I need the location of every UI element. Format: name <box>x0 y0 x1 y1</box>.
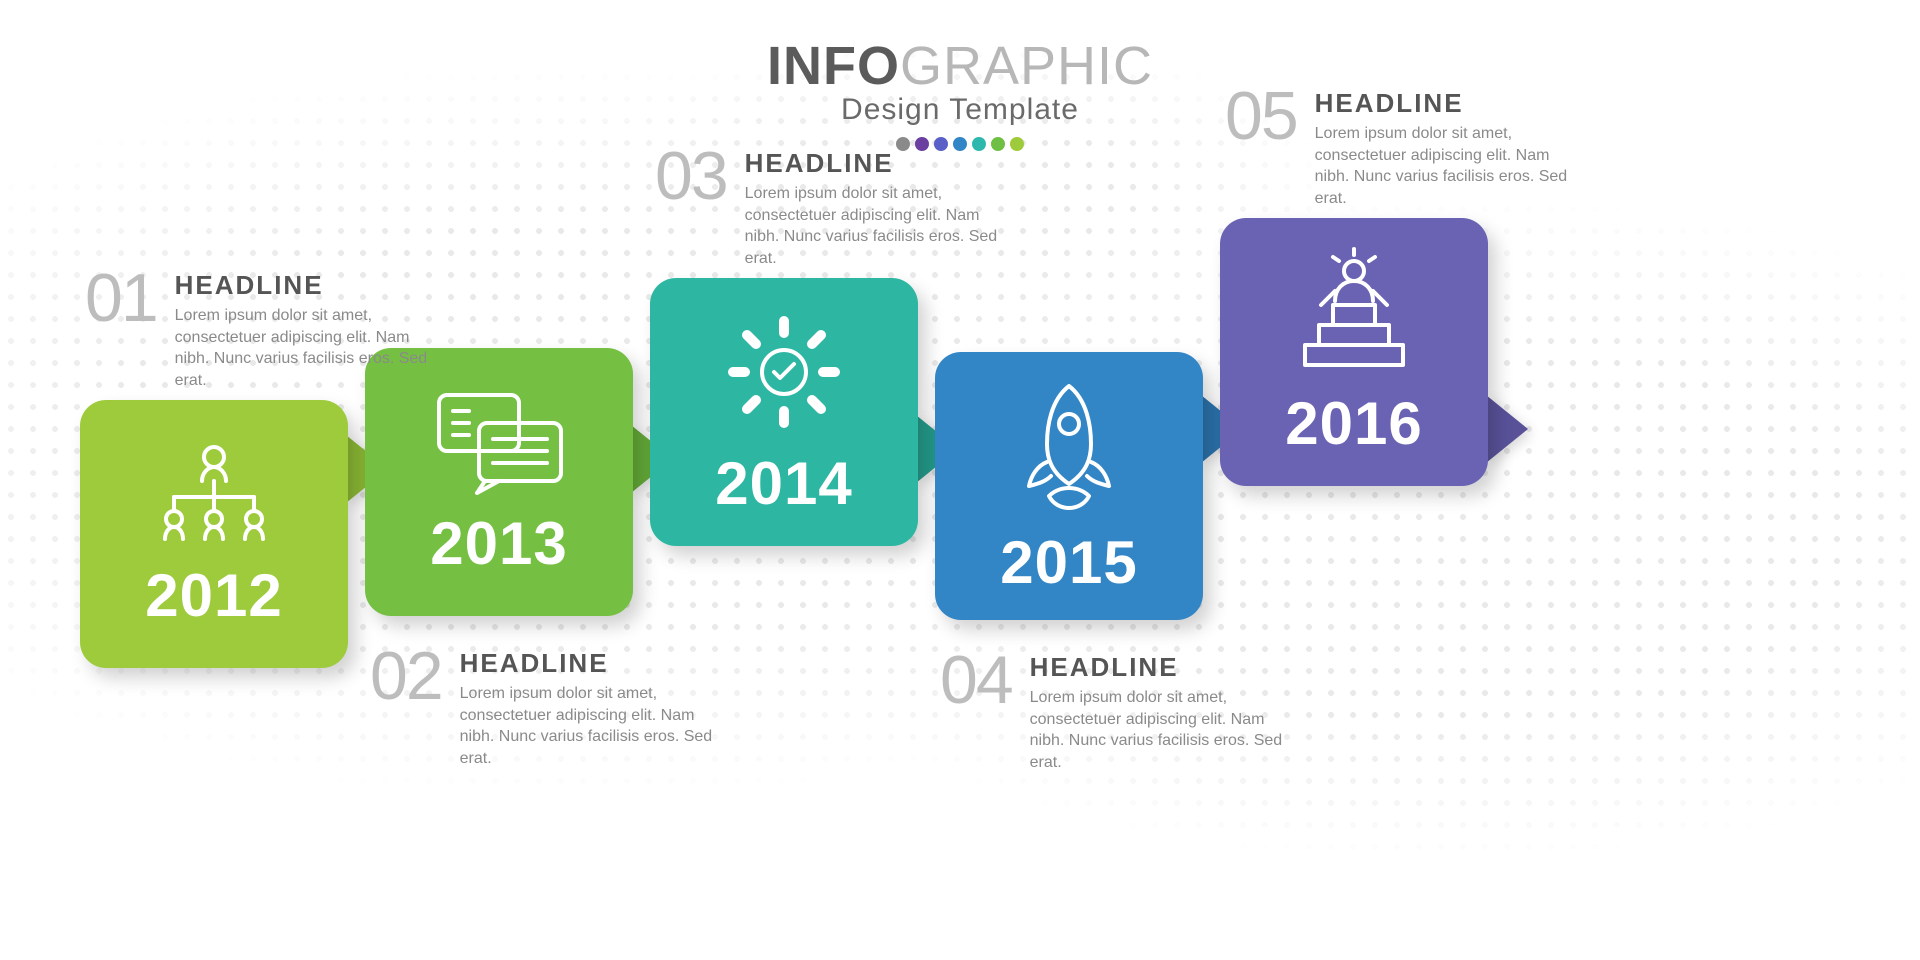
timeline-card-2016: 2016 <box>1220 218 1488 486</box>
org-chart-icon <box>154 439 274 549</box>
step-index: 05 <box>1225 88 1297 209</box>
step-text-01: 01 HEADLINE Lorem ipsum dolor sit amet, co… <box>85 270 445 391</box>
gear-icon <box>719 307 849 437</box>
title-light: GRAPHIC <box>900 36 1153 96</box>
rocket-icon <box>1009 376 1129 516</box>
step-description: Lorem ipsum dolor sit amet, consectetuer… <box>175 305 445 391</box>
step-headline: HEADLINE <box>1030 652 1300 683</box>
year-label: 2015 <box>1000 528 1137 597</box>
year-label: 2016 <box>1285 389 1422 458</box>
step-text-05: 05 HEADLINE Lorem ipsum dolor sit amet, co… <box>1225 88 1585 209</box>
step-description: Lorem ipsum dolor sit amet, consectetuer… <box>460 683 730 769</box>
step-index: 04 <box>940 652 1012 773</box>
arrow-connector <box>1486 395 1528 463</box>
title-bold: INFO <box>767 36 900 96</box>
timeline-card-2015: 2015 <box>935 352 1203 620</box>
step-headline: HEADLINE <box>1315 88 1585 119</box>
step-text-04: 04 HEADLINE Lorem ipsum dolor sit amet, co… <box>940 652 1300 773</box>
step-description: Lorem ipsum dolor sit amet, consectetuer… <box>745 183 1015 269</box>
year-label: 2014 <box>715 449 852 518</box>
step-text-02: 02 HEADLINE Lorem ipsum dolor sit amet, co… <box>370 648 730 769</box>
step-text-03: 03 HEADLINE Lorem ipsum dolor sit amet, co… <box>655 148 1015 269</box>
step-headline: HEADLINE <box>175 270 445 301</box>
podium-icon <box>1289 247 1419 377</box>
year-label: 2012 <box>145 561 282 630</box>
timeline-card-2014: 2014 <box>650 278 918 546</box>
step-headline: HEADLINE <box>745 148 1015 179</box>
step-index: 01 <box>85 270 157 391</box>
year-label: 2013 <box>430 509 567 578</box>
step-index: 02 <box>370 648 442 769</box>
main-title: INFOGRAPHIC <box>767 35 1153 97</box>
step-headline: HEADLINE <box>460 648 730 679</box>
step-description: Lorem ipsum dolor sit amet, consectetuer… <box>1315 123 1585 209</box>
subtitle: Design Template <box>767 93 1153 127</box>
step-description: Lorem ipsum dolor sit amet, consectetuer… <box>1030 687 1300 773</box>
step-index: 03 <box>655 148 727 269</box>
header: INFOGRAPHIC Design Template <box>767 35 1153 151</box>
chat-icon <box>429 387 569 497</box>
timeline-card-2012: 2012 <box>80 400 348 668</box>
